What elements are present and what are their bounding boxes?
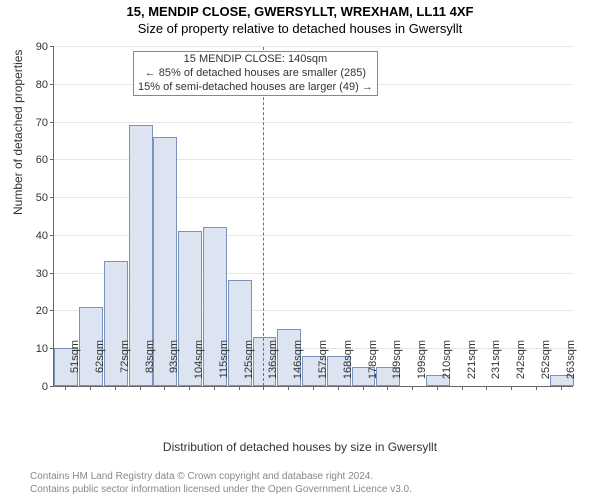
annotation-line2: ← 85% of detached houses are smaller (28… xyxy=(138,67,373,81)
ytick-label: 20 xyxy=(36,305,48,317)
ytick-mark xyxy=(50,273,54,274)
xtick-label: 252sqm xyxy=(540,340,552,390)
xtick-mark xyxy=(536,386,537,390)
y-axis-title: Number of detached properties xyxy=(11,50,25,215)
plot-region xyxy=(53,47,573,387)
footer: Contains HM Land Registry data © Crown c… xyxy=(30,471,412,496)
xtick-mark xyxy=(313,386,314,390)
ytick-mark xyxy=(50,46,54,47)
xtick-mark xyxy=(387,386,388,390)
chart-area: 15 MENDIP CLOSE: 140sqm ← 85% of detache… xyxy=(53,47,573,387)
ytick-mark xyxy=(50,197,54,198)
ytick-mark xyxy=(50,348,54,349)
annotation-box: 15 MENDIP CLOSE: 140sqm ← 85% of detache… xyxy=(133,51,378,96)
xtick-label: 199sqm xyxy=(416,340,428,390)
x-axis-title: Distribution of detached houses by size … xyxy=(0,440,600,454)
ytick-label: 90 xyxy=(36,41,48,53)
title-sub: Size of property relative to detached ho… xyxy=(0,19,600,36)
footer-line1: Contains HM Land Registry data © Crown c… xyxy=(30,471,412,484)
xtick-mark xyxy=(164,386,165,390)
ytick-mark xyxy=(50,159,54,160)
xtick-label: 189sqm xyxy=(391,340,403,390)
xtick-mark xyxy=(338,386,339,390)
ytick-mark xyxy=(50,386,54,387)
ytick-label: 0 xyxy=(42,381,48,393)
ytick-label: 40 xyxy=(36,230,48,242)
xtick-label: 242sqm xyxy=(515,340,527,390)
xtick-mark xyxy=(437,386,438,390)
xtick-label: 210sqm xyxy=(441,340,453,390)
xtick-label: 136sqm xyxy=(267,340,279,390)
xtick-label: 115sqm xyxy=(218,340,230,390)
ytick-label: 80 xyxy=(36,79,48,91)
xtick-label: 51sqm xyxy=(69,340,81,390)
xtick-mark xyxy=(115,386,116,390)
xtick-mark xyxy=(140,386,141,390)
annotation-line1: 15 MENDIP CLOSE: 140sqm xyxy=(138,53,373,67)
ytick-mark xyxy=(50,84,54,85)
xtick-label: 93sqm xyxy=(168,340,180,390)
xtick-label: 168sqm xyxy=(342,340,354,390)
xtick-mark xyxy=(462,386,463,390)
footer-line2: Contains public sector information licen… xyxy=(30,484,412,497)
xtick-label: 146sqm xyxy=(292,340,304,390)
annotation-line3: 15% of semi-detached houses are larger (… xyxy=(138,81,373,95)
xtick-label: 263sqm xyxy=(565,340,577,390)
xtick-mark xyxy=(412,386,413,390)
xtick-mark xyxy=(486,386,487,390)
ytick-label: 30 xyxy=(36,268,48,280)
gridline xyxy=(54,122,573,123)
xtick-mark xyxy=(561,386,562,390)
property-marker-line xyxy=(263,47,264,386)
xtick-label: 125sqm xyxy=(243,340,255,390)
ytick-label: 50 xyxy=(36,192,48,204)
ytick-mark xyxy=(50,235,54,236)
xtick-mark xyxy=(288,386,289,390)
ytick-label: 60 xyxy=(36,154,48,166)
xtick-mark xyxy=(214,386,215,390)
xtick-mark xyxy=(239,386,240,390)
xtick-mark xyxy=(363,386,364,390)
ytick-mark xyxy=(50,310,54,311)
ytick-mark xyxy=(50,122,54,123)
ytick-label: 70 xyxy=(36,117,48,129)
xtick-mark xyxy=(511,386,512,390)
xtick-label: 221sqm xyxy=(466,340,478,390)
xtick-label: 157sqm xyxy=(317,340,329,390)
chart-container: 15, MENDIP CLOSE, GWERSYLLT, WREXHAM, LL… xyxy=(0,0,600,500)
xtick-mark xyxy=(90,386,91,390)
xtick-label: 104sqm xyxy=(193,340,205,390)
ytick-label: 10 xyxy=(36,343,48,355)
xtick-label: 83sqm xyxy=(144,340,156,390)
xtick-mark xyxy=(189,386,190,390)
xtick-label: 178sqm xyxy=(367,340,379,390)
title-main: 15, MENDIP CLOSE, GWERSYLLT, WREXHAM, LL… xyxy=(0,0,600,19)
xtick-mark xyxy=(65,386,66,390)
gridline xyxy=(54,46,573,47)
xtick-mark xyxy=(263,386,264,390)
xtick-label: 62sqm xyxy=(94,340,106,390)
xtick-label: 231sqm xyxy=(490,340,502,390)
xtick-label: 72sqm xyxy=(119,340,131,390)
